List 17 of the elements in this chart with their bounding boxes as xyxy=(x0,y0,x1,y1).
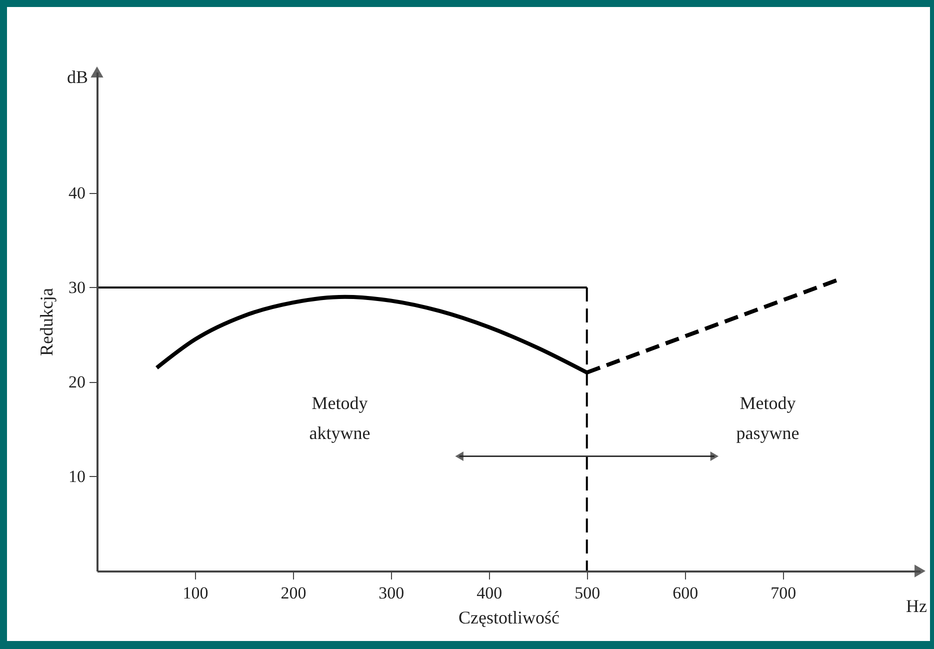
y-axis-title: Redukcja xyxy=(36,288,56,356)
x-tick-label: 200 xyxy=(280,584,306,602)
x-tick-label: 400 xyxy=(476,584,502,602)
y-tick-label: 40 xyxy=(68,183,86,202)
text: Hz xyxy=(906,596,927,616)
x-tick-label: 100 xyxy=(182,584,208,602)
x-tick-label: 700 xyxy=(770,584,796,602)
x-axis-title: Częstotliwość xyxy=(458,608,560,628)
x-tick-label: 500 xyxy=(574,584,600,602)
x-tick-label: 600 xyxy=(672,584,698,602)
y-tick-label: 20 xyxy=(68,372,86,392)
annotation: Metody pasywne xyxy=(736,392,800,443)
y-tick-label: 30 xyxy=(68,278,86,297)
x-tick-label: 300 xyxy=(378,584,404,602)
annotation: Metody aktywne xyxy=(309,392,370,443)
text: dB xyxy=(67,67,88,87)
y-tick-label: 10 xyxy=(68,466,86,486)
